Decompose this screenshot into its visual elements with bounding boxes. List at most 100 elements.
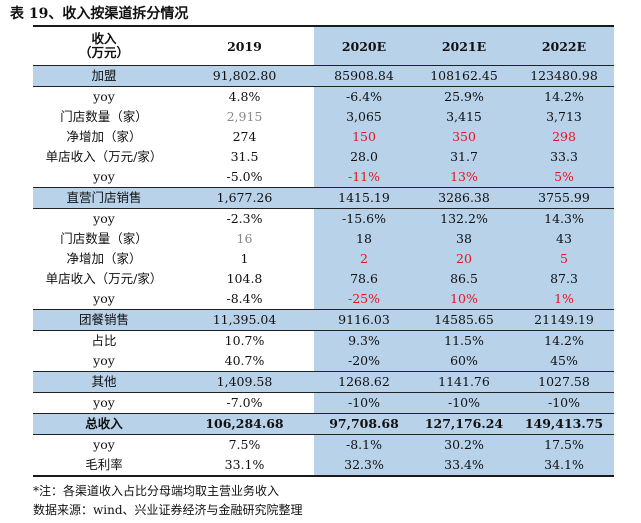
row-label: yoy (93, 437, 115, 452)
value-cell: 18 (314, 229, 414, 249)
table-footnote: *注：各渠道收入占比分母端均取主营业务收入 (33, 484, 280, 498)
table-row: 其他 1,409.58 1268.62 1141.76 1027.58 (33, 371, 614, 393)
value-cell: 9.3% (314, 330, 414, 351)
value-cell: 3,065 (314, 107, 414, 127)
value-cell: 149,413.75 (514, 413, 614, 435)
value-cell: 1,677.26 (175, 187, 314, 209)
value-cell: 3,713 (514, 107, 614, 127)
value-cell: 106,284.68 (175, 413, 314, 435)
value-cell: -7.0% (226, 395, 263, 410)
value-cell: 20 (414, 249, 514, 269)
value-cell: 38 (414, 229, 514, 249)
value-cell: 298 (514, 127, 614, 147)
header-year-2022e: 2022E (514, 27, 614, 66)
value-cell: 1 (240, 251, 249, 266)
table-row: 团餐销售 11,395.04 9116.03 14585.65 21149.19 (33, 309, 614, 331)
table-row: yoy 7.5% -8.1% 30.2% 17.5% (33, 434, 614, 455)
value-cell: -8.1% (314, 434, 414, 455)
value-cell: 14.2% (514, 86, 614, 107)
value-cell: -25% (314, 289, 414, 310)
value-cell: -8.4% (226, 291, 263, 306)
value-cell: 10% (414, 289, 514, 310)
value-cell: -2.3% (226, 211, 263, 226)
value-cell: 1268.62 (314, 371, 414, 393)
value-cell: 104.8 (226, 271, 263, 286)
value-cell: 60% (414, 351, 514, 372)
table-row: 毛利率 33.1% 32.3% 33.4% 34.1% (33, 455, 614, 477)
row-label: 其他 (33, 371, 175, 393)
value-cell: 11.5% (414, 330, 514, 351)
row-label: 直营门店销售 (33, 187, 175, 209)
value-cell: 31.5 (230, 149, 259, 164)
value-cell: 43 (514, 229, 614, 249)
value-cell: 21149.19 (514, 309, 614, 331)
value-cell: 1% (514, 289, 614, 310)
value-cell: -20% (314, 351, 414, 372)
value-cell: 123480.98 (514, 65, 614, 87)
value-cell: 32.3% (314, 455, 414, 477)
value-cell: 3,415 (414, 107, 514, 127)
value-cell: 33.1% (175, 455, 314, 477)
row-label: 门店数量（家） (60, 109, 148, 124)
row-label: 净增加（家） (66, 129, 142, 144)
value-cell: 274 (232, 129, 257, 144)
value-cell: 1141.76 (414, 371, 514, 393)
value-cell: 10.7% (224, 333, 265, 348)
value-cell: -11% (314, 167, 414, 188)
row-label: 净增加（家） (66, 251, 142, 266)
row-label: 加盟 (33, 65, 175, 87)
top-rule (33, 25, 614, 27)
value-cell: 7.5% (228, 437, 261, 452)
value-cell: -6.4% (314, 86, 414, 107)
row-label: yoy (93, 89, 115, 104)
header-label-line2: （万元） (78, 45, 129, 60)
table-row: yoy -8.4% -25% 10% 1% (33, 289, 614, 310)
value-cell: 11,395.04 (175, 309, 314, 331)
header-label-line1: 收入 (91, 31, 117, 46)
value-cell: -15.6% (314, 208, 414, 229)
value-cell: 150 (314, 127, 414, 147)
row-label: 单店收入（万元/家） (45, 149, 163, 164)
row-label: yoy (93, 395, 115, 410)
value-cell: 17.5% (514, 434, 614, 455)
value-cell: 132.2% (414, 208, 514, 229)
table-row: 单店收入（万元/家） 31.5 28.0 31.7 33.3 (33, 147, 614, 167)
value-cell: 5 (514, 249, 614, 269)
value-cell: 91,802.80 (175, 65, 314, 87)
value-cell: 85908.84 (314, 65, 414, 87)
value-cell: 33.4% (414, 455, 514, 477)
table-row: 加盟 91,802.80 85908.84 108162.45 123480.98 (33, 65, 614, 87)
table-row: 占比 10.7% 9.3% 11.5% 14.2% (33, 330, 614, 351)
row-label: yoy (93, 169, 115, 184)
header-year-2020e: 2020E (314, 27, 414, 66)
value-cell: 3755.99 (514, 187, 614, 209)
revenue-breakdown-table: 收入 （万元） 2019 2020E 2021E 2022E 加盟 91,802.… (33, 27, 614, 477)
header-year-2019: 2019 (227, 38, 262, 54)
table-row: 门店数量（家） 16 18 38 43 (33, 229, 614, 249)
value-cell: -5.0% (226, 169, 263, 184)
row-label: 门店数量（家） (60, 231, 148, 246)
table-title: 表 19、收入按渠道拆分情况 (10, 6, 189, 22)
table-row: yoy 4.8% -6.4% 25.9% 14.2% (33, 86, 614, 107)
header-label-cell: 收入 （万元） (33, 27, 175, 66)
value-cell: 30.2% (414, 434, 514, 455)
value-cell: 3286.38 (414, 187, 514, 209)
value-cell: 2,915 (226, 109, 263, 124)
value-cell: -10% (514, 392, 614, 414)
value-cell: 78.6 (314, 269, 414, 289)
value-cell: 34.1% (514, 455, 614, 477)
data-source: 数据来源：wind、兴业证券经济与金融研究院整理 (33, 503, 303, 517)
table-row: yoy -7.0% -10% -10% -10% (33, 392, 614, 414)
value-cell: 33.3 (514, 147, 614, 167)
row-label: 单店收入（万元/家） (45, 271, 163, 286)
value-cell: 25.9% (414, 86, 514, 107)
row-label: yoy (93, 291, 115, 306)
row-label: yoy (93, 211, 115, 226)
value-cell: 45% (514, 351, 614, 372)
header-row: 收入 （万元） 2019 2020E 2021E 2022E (33, 27, 614, 66)
table-row: 总收入 106,284.68 97,708.68 127,176.24 149,413.… (33, 413, 614, 435)
value-cell: 9116.03 (314, 309, 414, 331)
table-row: 单店收入（万元/家） 104.8 78.6 86.5 87.3 (33, 269, 614, 289)
table-row: yoy -2.3% -15.6% 132.2% 14.3% (33, 208, 614, 229)
value-cell: 13% (414, 167, 514, 188)
